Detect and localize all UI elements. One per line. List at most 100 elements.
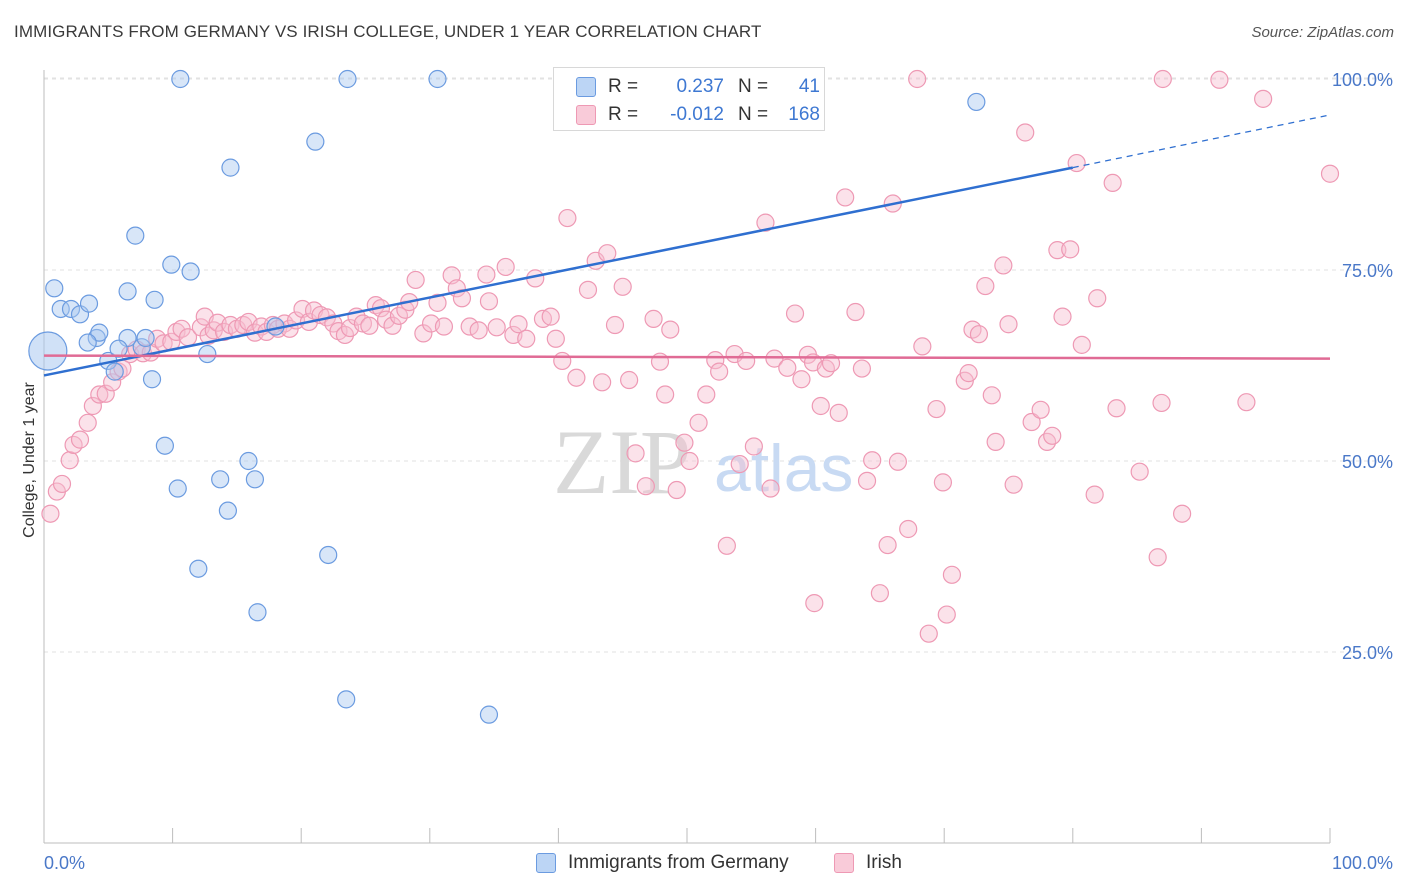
irish-point bbox=[90, 385, 109, 404]
irish-point bbox=[360, 316, 379, 335]
irish-point bbox=[70, 430, 90, 449]
irish-point bbox=[846, 302, 865, 322]
irish-point bbox=[792, 370, 811, 389]
watermark-atlas: atlas bbox=[714, 431, 853, 505]
germany-point bbox=[189, 559, 208, 578]
irish-point bbox=[1031, 400, 1050, 419]
legend-row-germany: R = 0.237 N = 41 bbox=[554, 73, 820, 101]
y-tick-label-0: 25.0% bbox=[1342, 643, 1393, 663]
germany-point bbox=[248, 603, 267, 622]
irish-point bbox=[994, 256, 1013, 275]
irish-point bbox=[836, 188, 855, 207]
irish-point bbox=[933, 473, 953, 492]
germany-point bbox=[239, 451, 258, 471]
germany-point bbox=[171, 69, 190, 89]
germany-point bbox=[181, 262, 200, 281]
irish-point bbox=[644, 309, 663, 328]
source-label: Source: ZipAtlas.com bbox=[1251, 24, 1394, 41]
irish-point bbox=[428, 293, 447, 312]
y-tick-labels: 25.0% 50.0% 75.0% 100.0% bbox=[1332, 70, 1393, 663]
irish-point bbox=[959, 364, 978, 383]
germany-point bbox=[245, 470, 265, 489]
legend-swatch-irish bbox=[576, 105, 596, 125]
legend-label-irish: Irish bbox=[866, 852, 902, 873]
irish-point bbox=[650, 352, 670, 371]
irish-point bbox=[969, 325, 989, 344]
germany-point bbox=[51, 299, 70, 319]
germany-point bbox=[61, 299, 81, 319]
irish-point bbox=[509, 315, 528, 334]
irish-point bbox=[479, 292, 499, 311]
irish-point bbox=[706, 351, 725, 370]
legend-n-value-irish: 168 bbox=[788, 104, 820, 125]
irish-point bbox=[765, 349, 784, 368]
irish-point bbox=[1061, 240, 1080, 259]
irish-point bbox=[469, 321, 488, 340]
irish-point bbox=[434, 317, 454, 336]
irish-point bbox=[744, 437, 763, 456]
irish-point bbox=[656, 385, 675, 404]
irish-point bbox=[675, 433, 694, 452]
y-axis-label: College, Under 1 year bbox=[21, 382, 38, 538]
irish-point bbox=[857, 471, 877, 490]
irish-point bbox=[863, 451, 882, 470]
irish-point bbox=[908, 69, 927, 89]
germany-point bbox=[479, 705, 499, 724]
irish-point bbox=[60, 451, 79, 470]
irish-point bbox=[697, 385, 716, 404]
trend-line-irish bbox=[43, 354, 1331, 360]
legend-item-germany: Immigrants from Germany bbox=[536, 852, 789, 874]
irish-point bbox=[1130, 462, 1149, 481]
germany-point bbox=[28, 331, 68, 371]
irish-point bbox=[1148, 548, 1167, 567]
germany-point bbox=[142, 370, 162, 389]
irish-point bbox=[558, 208, 577, 228]
irish-point bbox=[730, 454, 749, 474]
irish-point bbox=[976, 276, 995, 296]
germany-point bbox=[155, 436, 174, 455]
irish-point bbox=[636, 477, 655, 496]
irish-point bbox=[919, 624, 938, 643]
germany-point bbox=[428, 69, 447, 89]
irish-point bbox=[999, 315, 1018, 334]
irish-point bbox=[1173, 504, 1192, 523]
germany-point bbox=[126, 226, 145, 245]
irish-point bbox=[1152, 393, 1171, 413]
irish-point bbox=[613, 277, 632, 296]
irish-point bbox=[567, 368, 586, 387]
irish-point bbox=[913, 337, 932, 356]
irish-point bbox=[383, 316, 402, 335]
irish-point bbox=[1016, 123, 1035, 142]
irish-point bbox=[1107, 399, 1126, 418]
irish-point bbox=[487, 318, 506, 337]
germany-point bbox=[79, 294, 99, 313]
trend-line-germany-extension bbox=[1072, 114, 1331, 169]
irish-point bbox=[829, 403, 848, 422]
irish-point bbox=[1320, 164, 1340, 183]
irish-point bbox=[710, 362, 729, 381]
legend-r-value-irish: -0.012 bbox=[670, 104, 724, 125]
stats-legend: R = 0.237 N = 41 R = -0.012 N = 168 bbox=[553, 67, 825, 131]
germany-point bbox=[45, 279, 64, 298]
irish-point bbox=[937, 605, 956, 624]
irish-point bbox=[1103, 173, 1122, 193]
irish-point bbox=[756, 213, 775, 232]
germany-point bbox=[109, 339, 128, 358]
irish-point bbox=[689, 413, 708, 432]
legend-swatch-germany bbox=[576, 77, 596, 97]
germany-point bbox=[319, 545, 338, 565]
germany-point bbox=[306, 132, 325, 151]
irish-point bbox=[888, 452, 908, 471]
irish-point bbox=[852, 359, 871, 378]
irish-point bbox=[52, 474, 72, 494]
irish-point bbox=[1088, 289, 1107, 308]
irish-point bbox=[737, 351, 756, 371]
trend-lines bbox=[43, 114, 1331, 377]
irish-point bbox=[816, 359, 835, 378]
legend-n-label: N = bbox=[738, 76, 769, 97]
irish-point bbox=[1053, 307, 1072, 326]
irish-point bbox=[982, 386, 1001, 405]
irish-point bbox=[785, 304, 805, 323]
legend-n-label: N = bbox=[738, 104, 769, 125]
germany-point bbox=[967, 92, 986, 112]
